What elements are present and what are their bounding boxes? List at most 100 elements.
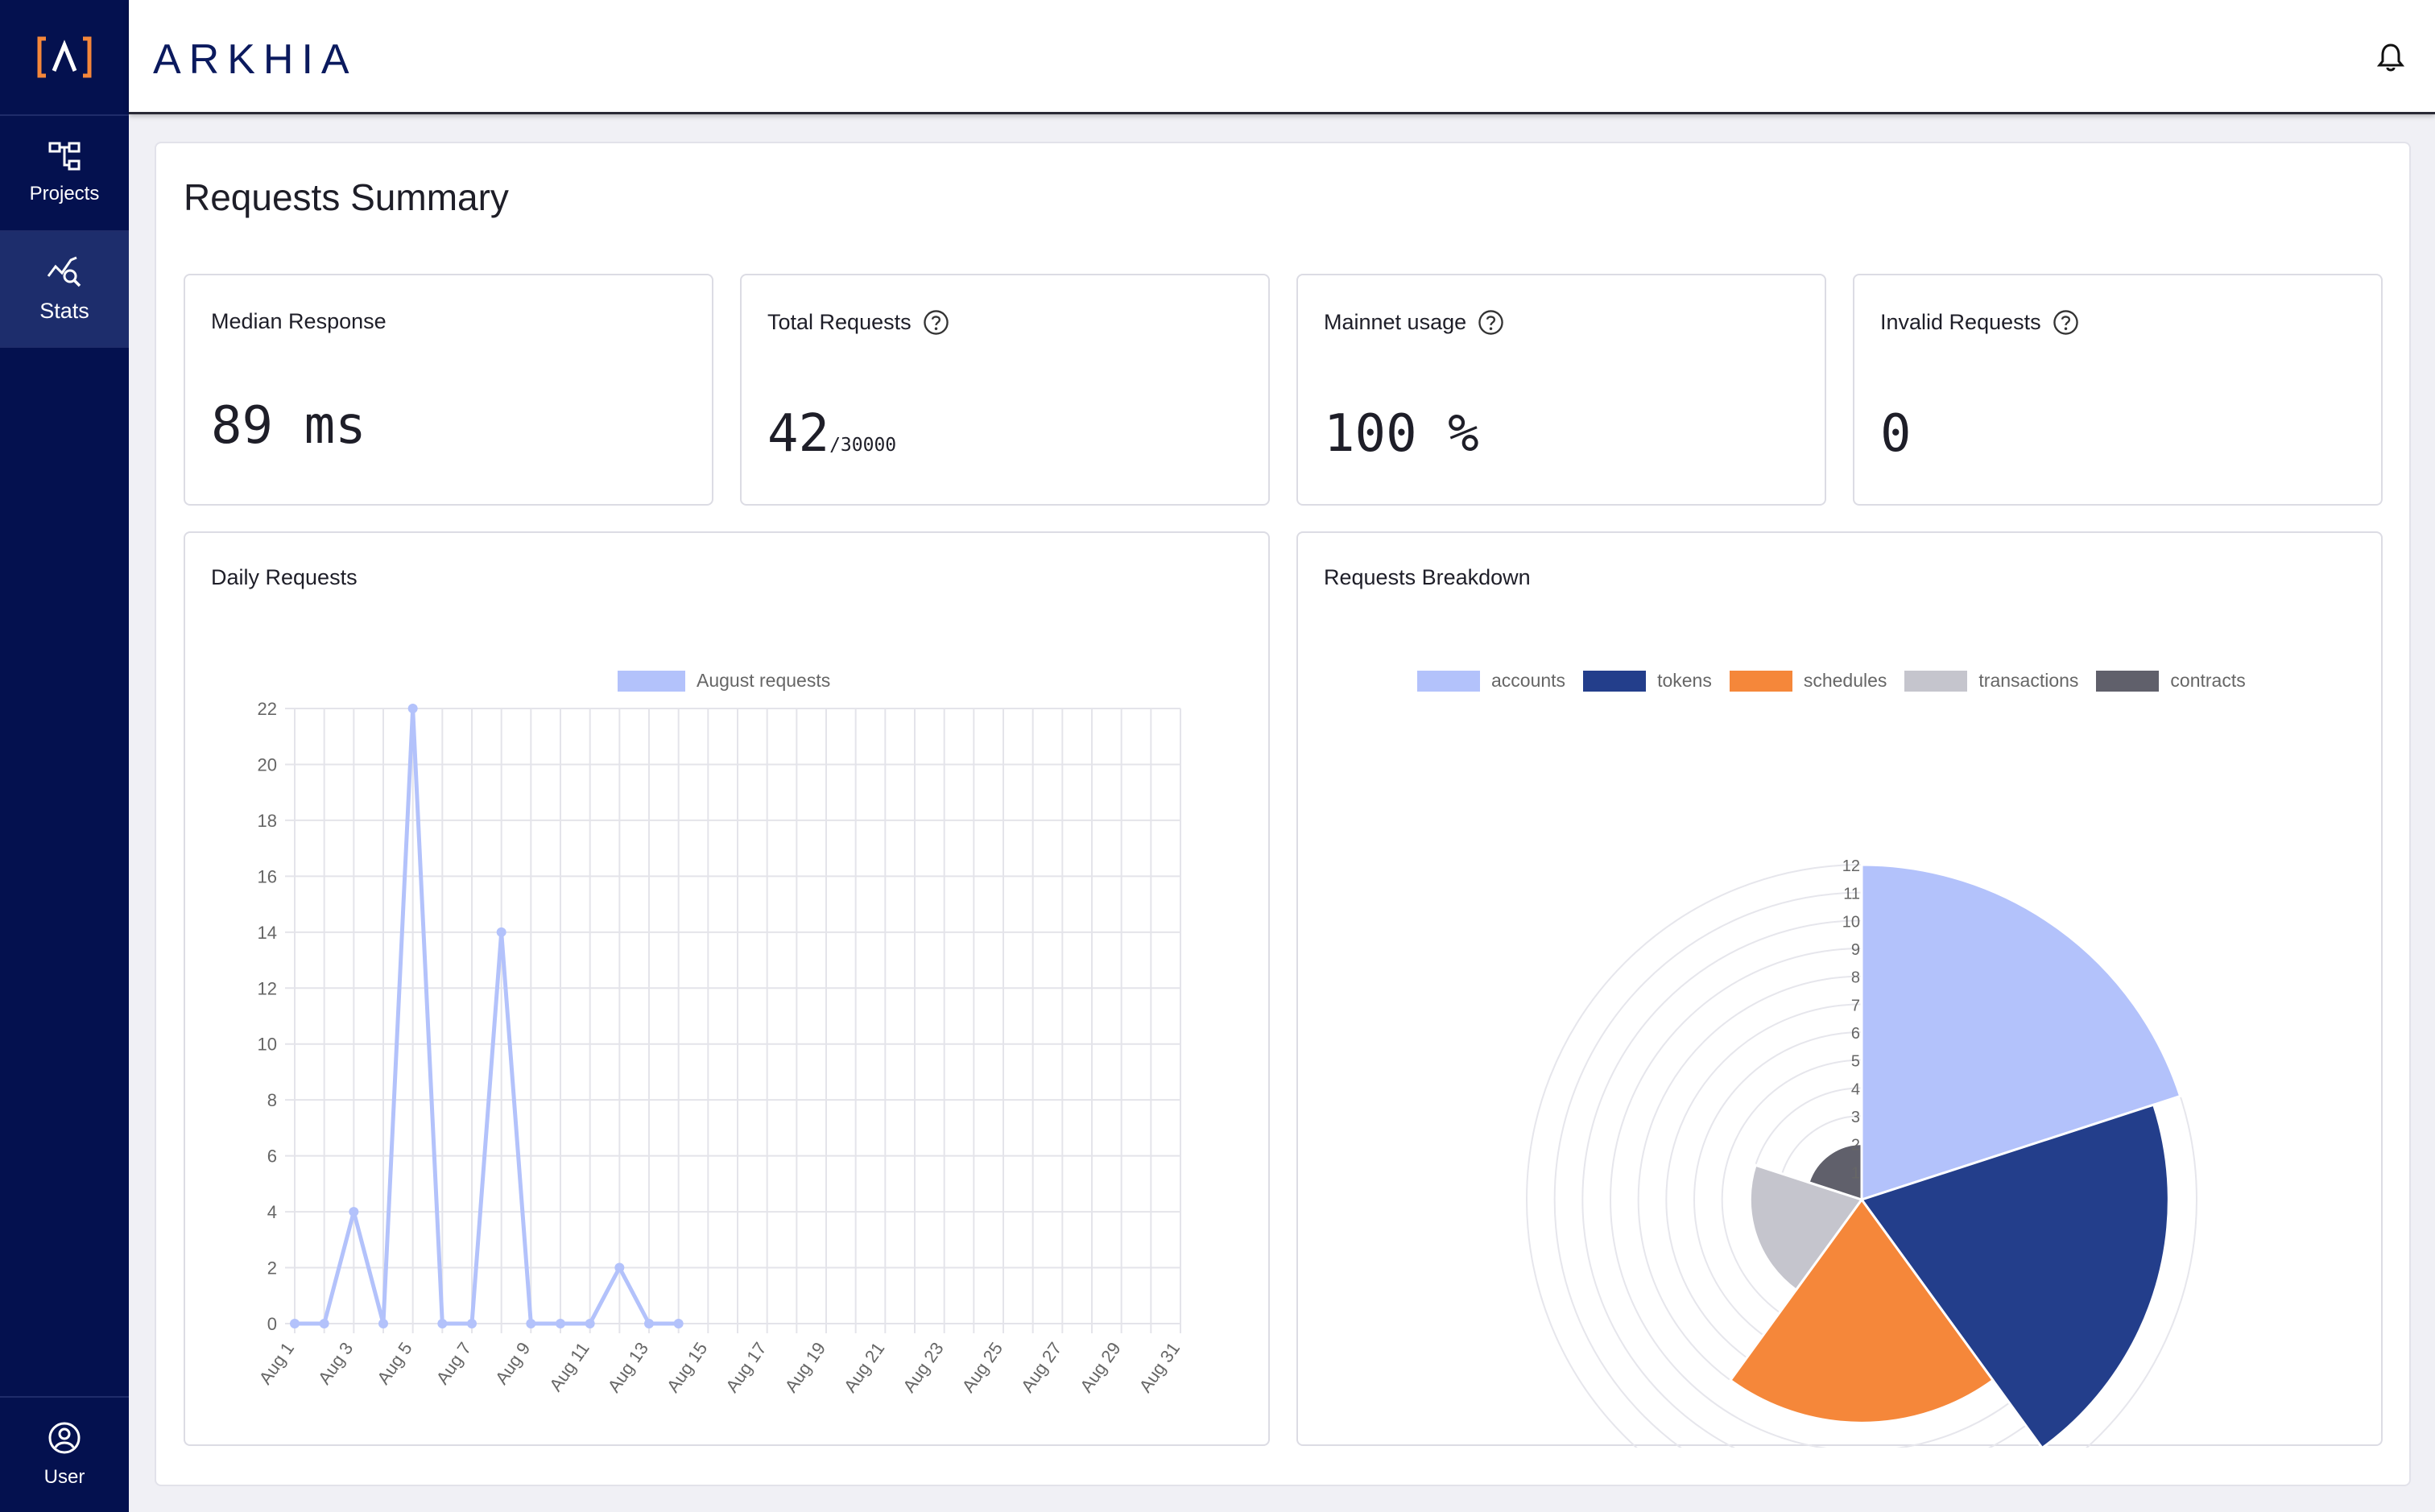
mainnet-usage-card: Mainnet usage 100 %	[1296, 274, 1826, 506]
notification-bell-icon[interactable]	[2377, 42, 2404, 72]
x-tick-label: Aug 17	[721, 1339, 770, 1396]
median-response-card: Median Response 89 ms	[184, 274, 713, 506]
top-bar: ARKHIA	[129, 0, 2435, 114]
legend-item-tokens[interactable]: tokens	[1583, 670, 1712, 692]
y-tick-label: 8	[267, 1090, 277, 1110]
projects-icon	[48, 142, 81, 171]
legend-item[interactable]: August requests	[618, 670, 830, 692]
y-tick-label: 14	[258, 923, 277, 943]
data-point	[407, 704, 418, 713]
radial-tick-label: 9	[1851, 941, 1860, 959]
data-point	[437, 1319, 448, 1328]
data-point	[290, 1319, 300, 1328]
data-point	[319, 1319, 329, 1328]
legend-label: August requests	[697, 670, 831, 691]
sidebar-item-projects[interactable]: Projects	[0, 116, 129, 232]
arkhia-wordmark: ARKHIA	[153, 36, 358, 83]
daily-requests-card: Daily Requests August requests 0 2 4 6 8 10 12…	[184, 531, 1270, 1446]
y-tick-label: 18	[258, 811, 277, 831]
radial-tick-label: 1	[1851, 1164, 1860, 1182]
y-tick-label: 12	[258, 978, 277, 998]
data-point	[496, 927, 506, 937]
median-response-title: Median Response	[211, 309, 387, 333]
total-requests-limit: /30000	[829, 435, 897, 456]
help-icon[interactable]	[923, 309, 949, 336]
sidebar-item-label: Projects	[29, 183, 100, 204]
legend-label: accounts	[1491, 670, 1566, 691]
invalid-requests-value: 0	[1880, 404, 1912, 464]
logo[interactable]	[0, 0, 129, 116]
legend-swatch	[1904, 670, 1968, 692]
total-requests-title: Total Requests	[767, 310, 912, 334]
x-tick-label: Aug 25	[958, 1339, 1007, 1396]
page-title: Requests Summary	[184, 176, 509, 218]
help-icon[interactable]	[2053, 309, 2079, 336]
radial-tick-label: 2	[1851, 1137, 1860, 1155]
legend-item-accounts[interactable]: accounts	[1417, 670, 1565, 692]
y-tick-label: 6	[267, 1146, 277, 1167]
legend-swatch	[1583, 670, 1647, 692]
radial-tick-label: 3	[1851, 1109, 1860, 1126]
legend-swatch	[618, 670, 685, 692]
total-requests-card: Total Requests 42/30000	[740, 274, 1270, 506]
radial-tick-label: 10	[1842, 913, 1860, 931]
x-tick-label: Aug 23	[899, 1339, 947, 1396]
daily-requests-legend: August requests	[618, 670, 830, 692]
x-tick-label: Aug 31	[1135, 1339, 1184, 1396]
slice-transactions	[1748, 1163, 1864, 1292]
legend-swatch	[1417, 670, 1480, 692]
x-tick-label: Aug 19	[781, 1339, 829, 1396]
radial-tick-label: 4	[1851, 1080, 1860, 1098]
x-tick-label: Aug 1	[255, 1339, 298, 1388]
sidebar-item-label: Stats	[39, 298, 89, 323]
arkhia-logo-icon	[37, 36, 92, 78]
legend-label: contracts	[2170, 670, 2246, 691]
total-requests-value: 42	[767, 404, 830, 464]
data-point	[585, 1319, 595, 1328]
data-point	[673, 1319, 684, 1328]
x-tick-label: Aug 27	[1017, 1339, 1065, 1396]
data-point	[614, 1262, 625, 1273]
brand-wordmark[interactable]: ARKHIA	[153, 34, 364, 86]
requests-breakdown-card: Requests Breakdown accounts tokens schedul…	[1296, 531, 2383, 1448]
invalid-requests-title: Invalid Requests	[1880, 310, 2041, 334]
legend-label: schedules	[1803, 670, 1887, 691]
legend-item-contracts[interactable]: contracts	[2096, 670, 2246, 692]
y-tick-label: 16	[258, 866, 277, 886]
data-point	[556, 1319, 565, 1328]
x-tick-label: Aug 29	[1076, 1339, 1124, 1396]
radial-tick-label: 7	[1851, 997, 1860, 1014]
slice-schedules	[1728, 1197, 1995, 1424]
august-requests-line	[295, 706, 679, 1326]
card-title: Invalid Requests	[1880, 309, 2079, 336]
data-point	[526, 1319, 536, 1328]
median-response-value: 89 ms	[211, 396, 366, 456]
x-tick-label: Aug 7	[432, 1339, 475, 1388]
card-title: Median Response	[211, 309, 387, 334]
sidebar-user[interactable]: User	[0, 1396, 129, 1512]
slice-accounts	[1860, 863, 2182, 1202]
legend-swatch	[2096, 670, 2160, 692]
daily-requests-line-chart: 0 2 4 6 8 10 12 14 16 18 20 22 Aug 1 Aug 3 Aug 5 Aug 7 A…	[255, 699, 1184, 1396]
y-tick-label: 2	[267, 1258, 277, 1279]
y-tick-label: 22	[258, 699, 277, 719]
data-point	[644, 1319, 654, 1328]
total-requests-value-wrap: 42/30000	[767, 404, 896, 464]
radial-tick-label: 5	[1851, 1053, 1860, 1071]
radial-tick-label: 12	[1842, 857, 1860, 875]
x-tick-label: Aug 21	[840, 1339, 888, 1396]
y-tick-label: 10	[258, 1035, 277, 1055]
mainnet-usage-value: 100 %	[1324, 404, 1479, 464]
x-tick-label: Aug 15	[663, 1339, 711, 1396]
legend-item-transactions[interactable]: transactions	[1904, 670, 2078, 692]
daily-requests-title: Daily Requests	[211, 565, 358, 589]
svg-text:ARKHIA: ARKHIA	[153, 36, 358, 82]
user-label: User	[43, 1466, 85, 1488]
sidebar-item-stats[interactable]: Stats	[0, 232, 129, 348]
x-tick-label: Aug 11	[545, 1339, 593, 1395]
legend-item-schedules[interactable]: schedules	[1729, 670, 1887, 692]
invalid-requests-card: Invalid Requests 0	[1853, 274, 2383, 506]
requests-breakdown-title: Requests Breakdown	[1324, 565, 1531, 589]
help-icon[interactable]	[1478, 309, 1504, 336]
